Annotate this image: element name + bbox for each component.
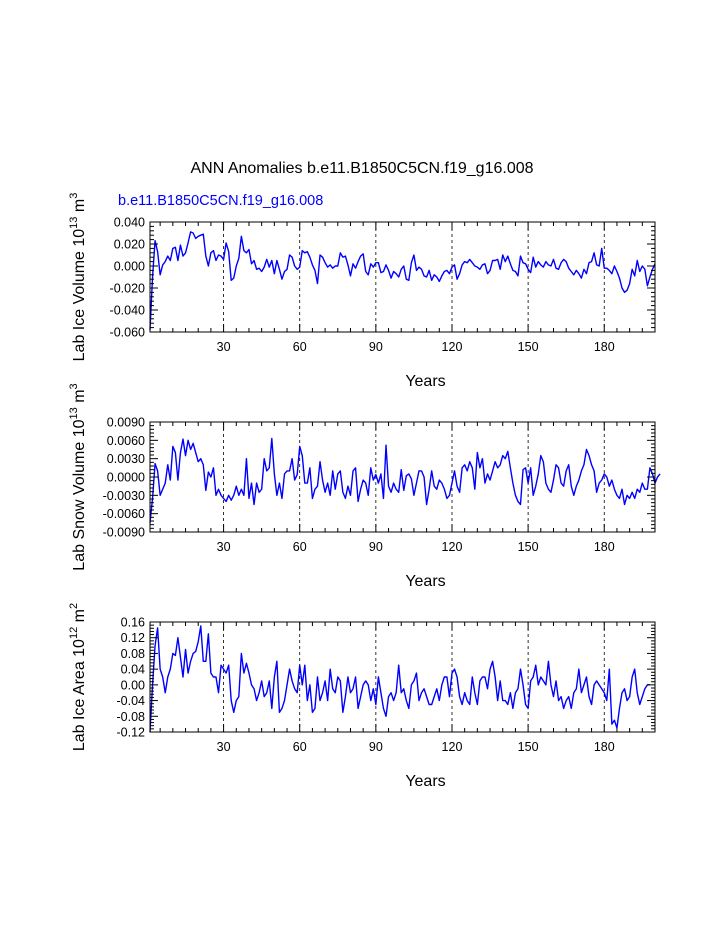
y-tick-label: -0.040	[110, 304, 145, 318]
axes-frame	[149, 621, 656, 733]
y-tick-label: 0.040	[114, 216, 145, 230]
y-axis-title-part: Lab Snow Volume 10	[71, 419, 88, 570]
x-tick-label: 60	[293, 740, 307, 754]
x-axis-title: Years	[405, 573, 445, 590]
y-axis-title-part: 3	[68, 193, 80, 199]
axes-frame	[149, 221, 656, 333]
x-tick-label: 180	[594, 340, 615, 354]
y-axis-title-part: m	[71, 389, 88, 407]
y-tick-label: -0.08	[117, 710, 146, 724]
series-line	[149, 437, 661, 523]
y-tick-label: -0.0030	[103, 489, 145, 503]
figure-title: ANN Anomalies b.e11.B1850C5CN.f19_g16.00…	[190, 160, 533, 177]
chart-panel-3: 30 60 90 120 150 180 -0.12 -0.08 -0.04 0.000.04 0.…	[68, 603, 656, 790]
y-tick-label: 0.08	[121, 647, 145, 661]
y-axis-title-part: Lab Ice Volume 10	[71, 229, 88, 362]
y-tick-label: -0.0060	[103, 507, 145, 521]
x-tick-label: 180	[594, 740, 615, 754]
x-tick-label: 120	[442, 740, 463, 754]
y-axis-title: Lab Snow Volume 1013 m3	[68, 383, 88, 570]
y-axis-title-part: m	[71, 609, 88, 627]
x-tick-label: 150	[518, 740, 539, 754]
y-tick-label: 0.000	[114, 260, 145, 274]
y-tick-label: -0.060	[110, 326, 145, 340]
panels-group: 30 60 90 120 150 180 -0.060 -0.040 -0.020 0.000 0.…	[68, 193, 661, 790]
y-tick-label: -0.04	[117, 694, 146, 708]
y-tick-label: 0.12	[121, 631, 145, 645]
y-axis-title-part: 13	[68, 217, 80, 229]
y-tick-label: 0.0030	[107, 452, 145, 466]
x-tick-label: 120	[442, 540, 463, 554]
x-tick-label: 30	[217, 540, 231, 554]
y-axis-title-part: 13	[68, 407, 80, 419]
x-tick-label: 90	[369, 340, 383, 354]
y-tick-label: -0.0090	[103, 526, 145, 540]
x-tick-label: 150	[518, 540, 539, 554]
x-tick-label: 60	[293, 340, 307, 354]
chart-panel-2: 30 60 90 120 150 180 -0.0090 -0.0060 -0.0030 0.00…	[68, 383, 661, 590]
y-tick-label: 0.0090	[107, 416, 145, 430]
case-label: b.e11.B1850C5CN.f19_g16.008	[118, 193, 323, 209]
y-axis-title: Lab Ice Area 1012 m2	[68, 603, 88, 751]
x-tick-label: 30	[217, 340, 231, 354]
chart-panel-1: 30 60 90 120 150 180 -0.060 -0.040 -0.020 0.000 0.…	[68, 193, 656, 390]
x-axis-title: Years	[405, 773, 445, 790]
series-line	[149, 625, 650, 733]
x-tick-label: 90	[369, 740, 383, 754]
x-tick-label: 120	[442, 340, 463, 354]
y-tick-label: 0.020	[114, 238, 145, 252]
y-tick-label: 0.0000	[107, 471, 145, 485]
y-tick-label: 0.04	[121, 663, 145, 677]
y-axis-title-part: 2	[68, 603, 80, 609]
y-tick-label: 0.0060	[107, 434, 145, 448]
y-axis-title-part: 3	[68, 383, 80, 389]
y-axis-title-part: 12	[68, 627, 80, 639]
x-tick-label: 180	[594, 540, 615, 554]
y-tick-label: -0.12	[117, 726, 146, 740]
x-tick-label: 150	[518, 340, 539, 354]
y-axis-title-part: m	[71, 199, 88, 217]
y-axis-title: Lab Ice Volume 1013 m3	[68, 193, 88, 362]
x-tick-label: 60	[293, 540, 307, 554]
x-tick-label: 30	[217, 740, 231, 754]
y-tick-label: 0.00	[121, 678, 145, 692]
y-axis-title-part: Lab Ice Area 10	[71, 639, 88, 751]
x-axis-title: Years	[405, 373, 445, 390]
y-tick-label: 0.16	[121, 616, 145, 630]
series-line	[149, 231, 656, 330]
y-tick-label: -0.020	[110, 282, 145, 296]
x-tick-label: 90	[369, 540, 383, 554]
